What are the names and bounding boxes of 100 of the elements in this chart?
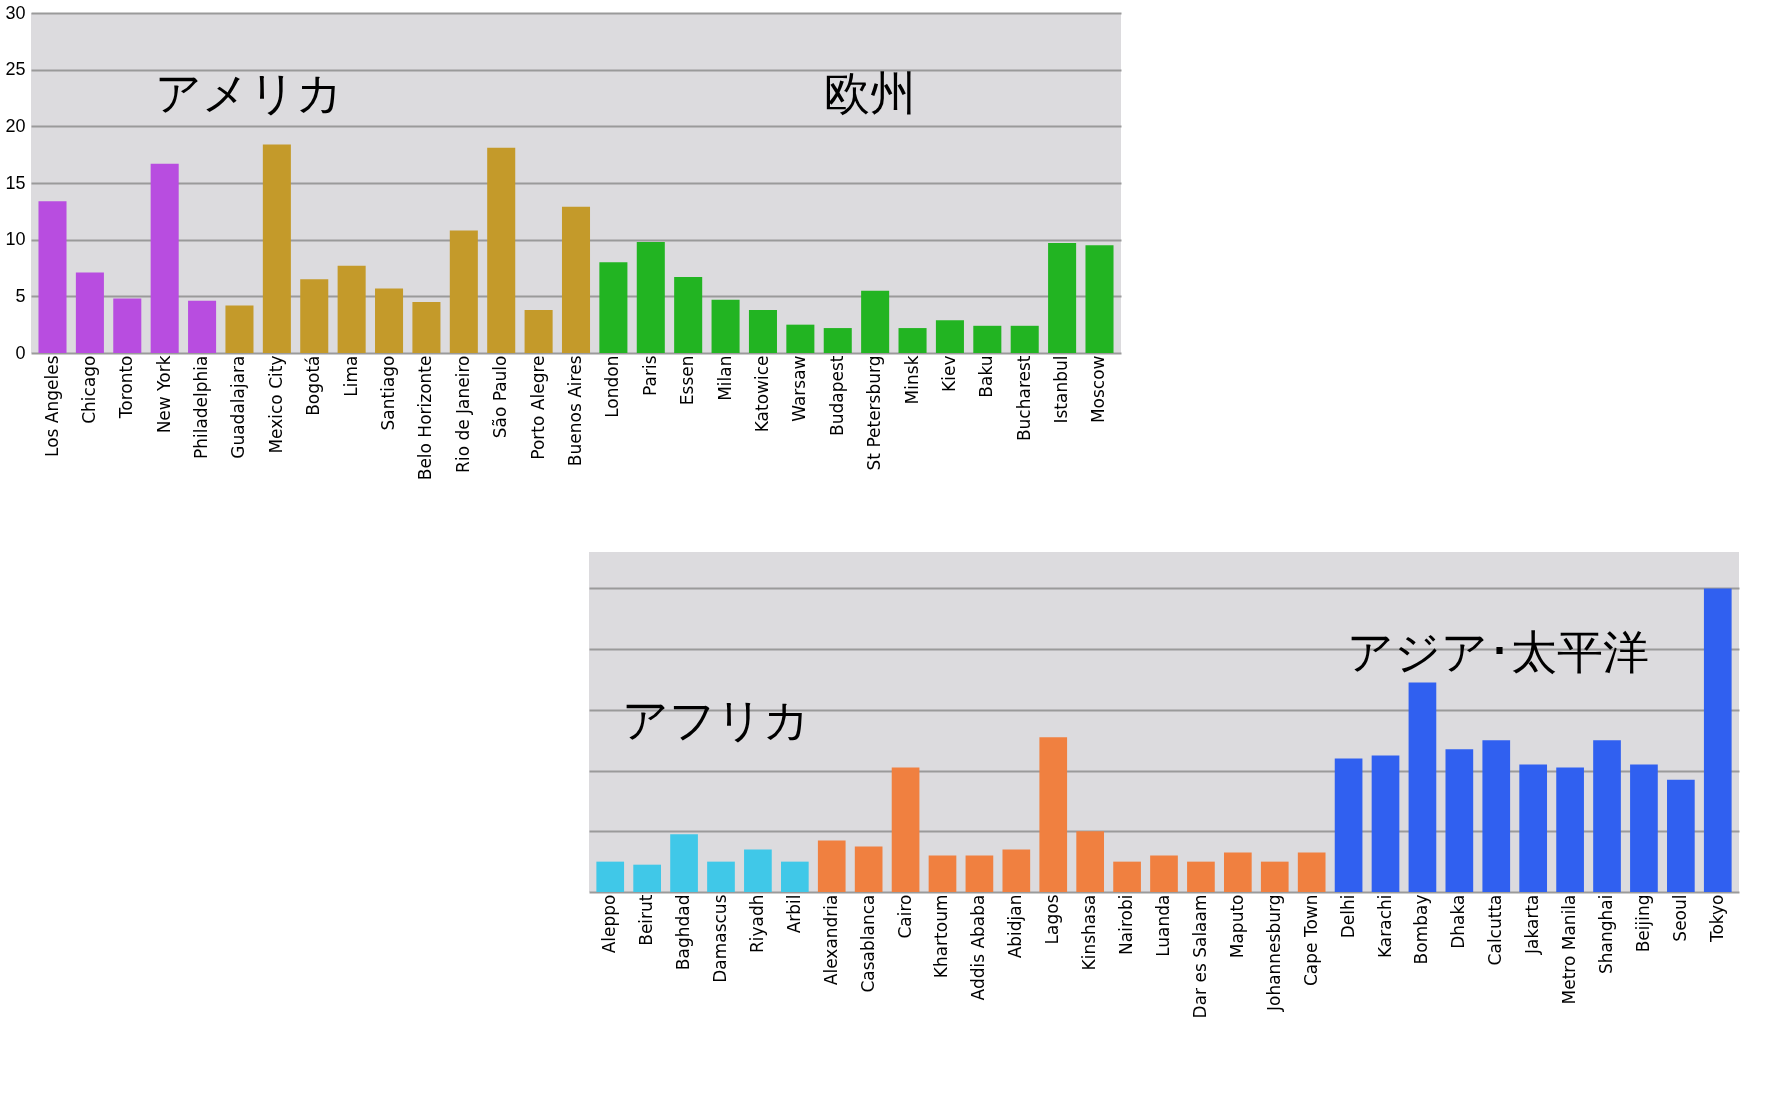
bar [1085, 245, 1114, 353]
x-tick-label: Johannesburg [1263, 894, 1284, 1013]
x-tick-label: Tokyo [1706, 894, 1727, 944]
bar [596, 861, 625, 892]
y-tick-label: 0 [15, 342, 26, 363]
bar [973, 325, 1002, 353]
x-tick-label: Baghdad [673, 894, 694, 971]
bar [561, 206, 591, 353]
bar [780, 861, 809, 892]
bar [150, 163, 179, 353]
bar [337, 265, 366, 353]
x-tick-label: Chicago [78, 355, 99, 424]
x-tick-label: Seoul [1669, 894, 1690, 942]
x-tick-label: New York [153, 355, 174, 434]
bar [817, 840, 846, 892]
x-tick-label: Porto Alegre [527, 355, 548, 460]
bar [1630, 764, 1658, 892]
bar [854, 846, 883, 892]
x-tick-label: Khartoum [931, 894, 952, 979]
annotation: アジア･太平洋 [1346, 625, 1649, 679]
bar [1260, 861, 1289, 892]
x-tick-label: Essen [677, 355, 698, 406]
bar [188, 300, 217, 353]
bar [113, 298, 142, 353]
x-tick-label: Los Angeles [41, 355, 62, 458]
bar [748, 309, 777, 353]
x-tick-label: São Paulo [490, 355, 511, 439]
x-tick-label: Dar es Salaam [1189, 894, 1210, 1019]
x-tick-label: Bogotá [303, 355, 324, 416]
bar [38, 201, 67, 353]
x-tick-label: Baku [976, 355, 997, 398]
bar [674, 277, 703, 353]
bar [1223, 852, 1252, 892]
bar [861, 290, 890, 353]
bar [1445, 749, 1474, 892]
annotation: 欧州 [824, 65, 917, 120]
x-tick-label: Toronto [116, 355, 137, 420]
bar [1297, 852, 1326, 892]
bar [670, 834, 698, 892]
x-tick-label: Riyadh [746, 894, 767, 954]
x-tick-label: Kinshasa [1079, 894, 1100, 971]
y-tick-label: 5 [15, 285, 26, 306]
x-tick-label: Luanda [1153, 894, 1173, 957]
x-tick-label: Delhi [1337, 894, 1358, 939]
x-tick-label: Philadelphia [191, 355, 212, 460]
x-tick-label: Lima [340, 355, 361, 397]
y-tick-label: 15 [5, 172, 26, 193]
annotation: アフリカ [621, 693, 810, 747]
x-tick-label: Belo Horizonte [415, 355, 436, 481]
x-tick-label: Buenos Aires [565, 355, 585, 467]
bar [965, 855, 994, 892]
bar [412, 302, 441, 353]
bar [711, 299, 740, 353]
x-tick-label: Damascus [709, 894, 730, 983]
x-tick-label: Istanbul [1051, 355, 1072, 424]
annotation: アメリカ [155, 65, 343, 120]
y-tick-label: 10 [5, 229, 26, 250]
x-tick-label: Cape Town [1300, 894, 1321, 987]
x-tick-label: Addis Ababa [968, 894, 989, 1001]
bar [524, 309, 553, 353]
bar [636, 241, 665, 353]
bar [1002, 849, 1031, 892]
x-tick-label: Kiev [938, 355, 959, 392]
bar [898, 328, 927, 353]
bar [449, 230, 478, 353]
bar [823, 328, 852, 353]
bar [1556, 767, 1584, 892]
x-tick-label: Cairo [894, 894, 915, 939]
y-tick-label: 25 [5, 59, 26, 80]
x-tick-label: Beijing [1632, 894, 1653, 953]
x-tick-label: Budapest [826, 355, 847, 436]
x-tick-label: Nairobi [1116, 894, 1137, 955]
bar [744, 849, 772, 892]
bar [1048, 243, 1077, 353]
x-tick-label: Minsk [901, 355, 922, 405]
bar [599, 262, 628, 353]
x-tick-label: Alexandria [820, 894, 841, 986]
bar [1371, 755, 1400, 892]
bar [225, 305, 254, 353]
x-tick-label: London [602, 355, 623, 418]
bar [1150, 855, 1178, 892]
x-tick-label: Bucharest [1013, 355, 1034, 442]
bar [262, 144, 291, 353]
bar [633, 864, 661, 892]
x-tick-label: Beirut [636, 894, 657, 946]
x-tick-label: Maputo [1226, 894, 1247, 959]
bar [1334, 758, 1363, 892]
bar [1113, 861, 1141, 892]
x-tick-label: Rio de Janeiro [452, 355, 473, 473]
bar [1593, 740, 1621, 892]
x-tick-label: Dhaka [1448, 894, 1469, 949]
bar [891, 767, 920, 892]
x-tick-label: Karachi [1374, 894, 1395, 959]
x-tick-label: Aleppo [599, 894, 620, 954]
x-tick-label: Paris [639, 355, 660, 396]
bar [75, 272, 104, 353]
y-tick-label: 20 [5, 115, 26, 136]
bar [935, 320, 964, 353]
bar [786, 324, 815, 353]
x-tick-label: Bombay [1411, 894, 1432, 965]
